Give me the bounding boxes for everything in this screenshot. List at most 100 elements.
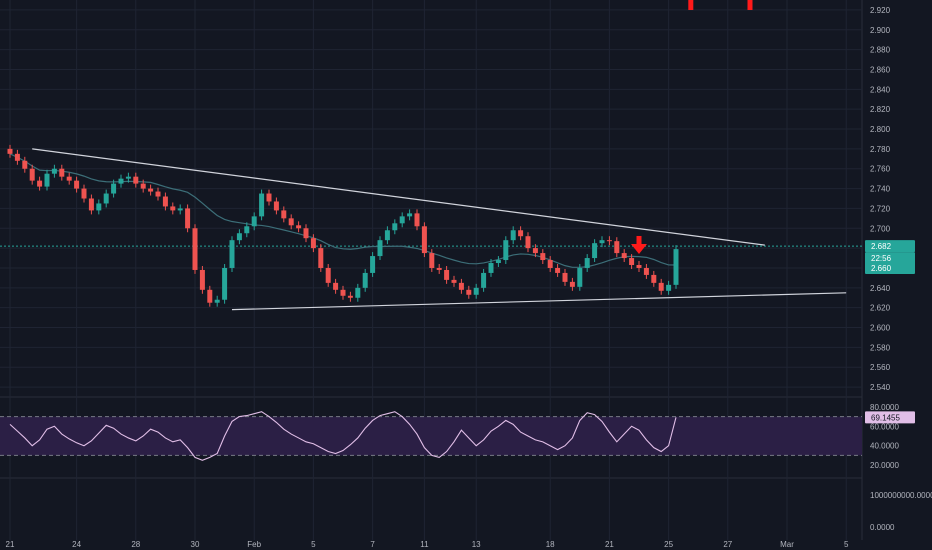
time-tick-label: 5 bbox=[311, 540, 316, 549]
candle-body bbox=[606, 240, 612, 242]
trendline[interactable] bbox=[32, 148, 765, 246]
candle bbox=[629, 254, 635, 269]
candle-body bbox=[666, 284, 672, 291]
rsi-tick-label: 20.0000 bbox=[870, 461, 899, 470]
candle bbox=[140, 179, 146, 193]
candle bbox=[288, 214, 294, 230]
candle-body bbox=[362, 272, 368, 288]
price-pane[interactable] bbox=[7, 0, 847, 311]
candle bbox=[347, 291, 353, 302]
candle bbox=[296, 221, 302, 233]
candle-body bbox=[377, 240, 383, 257]
rsi-pane[interactable] bbox=[0, 411, 862, 461]
candle-body bbox=[621, 253, 627, 259]
price-tick-label: 2.620 bbox=[870, 304, 891, 313]
candle bbox=[214, 295, 220, 307]
candle-body bbox=[140, 183, 146, 189]
candle bbox=[362, 268, 368, 292]
arrows-layer bbox=[631, 0, 753, 254]
down-arrow-icon bbox=[688, 0, 694, 10]
candle-body bbox=[481, 272, 487, 288]
candle-body bbox=[259, 193, 265, 217]
candle bbox=[399, 212, 405, 228]
candle-body bbox=[355, 287, 361, 298]
candle bbox=[185, 204, 191, 233]
candle bbox=[22, 156, 28, 173]
trendline[interactable] bbox=[231, 292, 847, 311]
candle-body bbox=[37, 180, 43, 187]
candles-layer bbox=[7, 144, 679, 307]
candle bbox=[251, 212, 257, 231]
candle-body bbox=[569, 281, 575, 287]
candle bbox=[207, 285, 213, 307]
candle-body bbox=[488, 263, 494, 273]
rsi-tick-label: 60.0000 bbox=[870, 422, 899, 431]
candle bbox=[466, 285, 472, 299]
down-arrow-icon bbox=[631, 235, 647, 254]
candle-body bbox=[399, 216, 405, 224]
candle bbox=[96, 199, 102, 215]
candle-body bbox=[162, 196, 168, 207]
candle bbox=[222, 264, 228, 304]
candle bbox=[392, 219, 398, 235]
price-tick-label: 2.720 bbox=[870, 204, 891, 213]
candle bbox=[355, 283, 361, 302]
candle bbox=[148, 184, 154, 196]
candle bbox=[444, 265, 450, 284]
arrow-shaft bbox=[747, 0, 753, 10]
candle bbox=[310, 234, 316, 253]
candle-body bbox=[199, 269, 205, 290]
candle bbox=[614, 237, 620, 258]
candle-body bbox=[436, 267, 442, 270]
candle bbox=[118, 174, 124, 188]
time-tick-label: 11 bbox=[420, 540, 429, 549]
candle-body bbox=[118, 178, 124, 184]
candle bbox=[451, 275, 457, 287]
candle bbox=[133, 172, 139, 188]
candle-body bbox=[429, 253, 435, 268]
candle-body bbox=[518, 230, 524, 237]
candle bbox=[562, 268, 568, 286]
time-axis[interactable]: 21 24 28 30 Feb 5 7 11 13 18 21 25 27 Mar 5 bbox=[6, 540, 849, 549]
candle bbox=[532, 244, 538, 258]
rsi-tick-label: 80.0000 bbox=[870, 403, 899, 412]
arrow-head bbox=[631, 243, 647, 254]
candle-body bbox=[495, 260, 501, 264]
candle-body bbox=[22, 160, 28, 169]
candle-body bbox=[584, 258, 590, 268]
candle bbox=[111, 179, 117, 198]
time-tick-label: 18 bbox=[546, 540, 555, 549]
time-tick-label: 27 bbox=[723, 540, 732, 549]
candle-body bbox=[229, 240, 235, 268]
candle bbox=[651, 270, 657, 287]
candle-body bbox=[88, 198, 94, 211]
candle bbox=[666, 280, 672, 295]
time-tick-label: Feb bbox=[247, 540, 261, 549]
candle-body bbox=[629, 258, 635, 265]
ma-value-label: 2.660 bbox=[871, 264, 892, 273]
candle bbox=[488, 259, 494, 277]
candle-body bbox=[643, 267, 649, 275]
candle bbox=[458, 278, 464, 294]
candle-body bbox=[170, 206, 176, 211]
candle bbox=[74, 176, 80, 193]
volume-tick-label: 1000000000.0000 bbox=[870, 491, 932, 500]
candle-body bbox=[310, 238, 316, 249]
down-arrow-icon bbox=[747, 0, 753, 10]
candle bbox=[177, 204, 183, 215]
candle-body bbox=[51, 168, 57, 174]
candle bbox=[518, 226, 524, 241]
candle bbox=[673, 245, 679, 289]
candle-body bbox=[207, 289, 213, 303]
candle-body bbox=[407, 213, 413, 217]
price-axis[interactable]: 2.920 2.900 2.880 2.860 2.840 2.820 2.800 2.780… bbox=[865, 6, 932, 532]
candle-body bbox=[251, 216, 257, 227]
candle bbox=[540, 249, 546, 265]
arrow-shaft bbox=[688, 0, 694, 10]
candle-body bbox=[333, 282, 339, 290]
candle-body bbox=[599, 240, 605, 244]
trendlines-layer bbox=[32, 148, 847, 311]
candle-body bbox=[421, 226, 427, 254]
